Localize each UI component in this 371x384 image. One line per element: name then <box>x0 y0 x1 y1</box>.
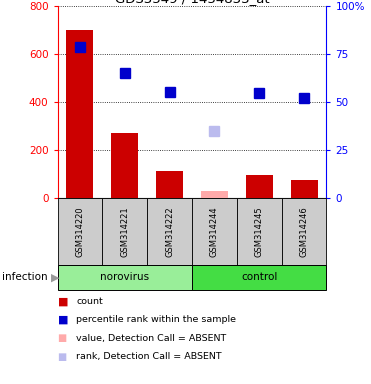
Text: ▶: ▶ <box>51 272 60 283</box>
Title: GDS3549 / 1454833_at: GDS3549 / 1454833_at <box>115 0 269 5</box>
Text: ■: ■ <box>58 352 67 362</box>
Text: ■: ■ <box>58 315 68 325</box>
Text: control: control <box>241 272 278 283</box>
Text: count: count <box>76 297 103 306</box>
Text: GSM314222: GSM314222 <box>165 206 174 257</box>
Text: ■: ■ <box>58 333 67 343</box>
Text: GSM314246: GSM314246 <box>299 206 309 257</box>
Bar <box>147 198 192 265</box>
Text: infection: infection <box>2 272 47 283</box>
Bar <box>111 133 138 198</box>
Bar <box>66 30 93 198</box>
Text: norovirus: norovirus <box>100 272 149 283</box>
Bar <box>58 265 192 290</box>
Text: value, Detection Call = ABSENT: value, Detection Call = ABSENT <box>76 334 226 343</box>
Bar <box>282 198 326 265</box>
Bar <box>201 190 228 198</box>
Text: GSM314221: GSM314221 <box>120 206 129 257</box>
Bar <box>102 198 147 265</box>
Text: GSM314220: GSM314220 <box>75 206 85 257</box>
Bar <box>246 175 273 198</box>
Text: GSM314245: GSM314245 <box>255 206 264 257</box>
Text: ■: ■ <box>58 296 68 306</box>
Bar <box>156 171 183 198</box>
Bar <box>192 265 326 290</box>
Text: percentile rank within the sample: percentile rank within the sample <box>76 315 236 324</box>
Bar <box>237 198 282 265</box>
Bar <box>58 198 102 265</box>
Text: rank, Detection Call = ABSENT: rank, Detection Call = ABSENT <box>76 352 222 361</box>
Bar <box>192 198 237 265</box>
Bar <box>290 180 318 198</box>
Text: GSM314244: GSM314244 <box>210 206 219 257</box>
